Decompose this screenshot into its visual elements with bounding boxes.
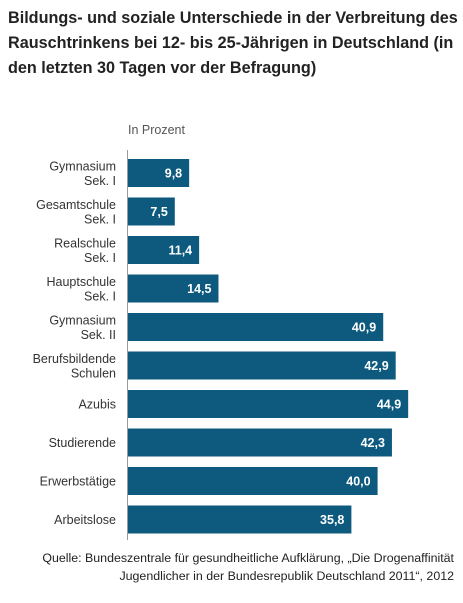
bar-value-label: 35,8	[320, 513, 344, 527]
bar-value-label: 40,9	[352, 321, 376, 335]
category-label: Sek. I	[84, 251, 116, 265]
category-label: Gymnasium	[49, 313, 116, 327]
category-label: Gesamtschule	[36, 198, 116, 212]
bar-value-label: 14,5	[187, 282, 211, 296]
bar	[128, 505, 352, 534]
category-label: Sek. I	[84, 174, 116, 188]
bar	[128, 236, 200, 264]
bar	[128, 428, 392, 457]
bar-value-label: 44,9	[377, 398, 401, 412]
category-label: Erwerbstätige	[40, 475, 116, 489]
category-label: Schulen	[71, 366, 116, 380]
bar	[128, 351, 396, 380]
bar	[128, 390, 409, 418]
bar	[128, 274, 219, 303]
category-label: Berufsbildende	[33, 352, 116, 366]
category-label: Azubis	[78, 398, 116, 412]
unit-label: In Prozent	[128, 123, 185, 137]
bar-value-label: 9,8	[165, 167, 182, 181]
category-label: Gymnasium	[49, 159, 116, 173]
bar-value-label: 42,9	[364, 359, 388, 373]
bar-value-label: 11,4	[168, 244, 192, 258]
category-label: Realschule	[54, 236, 116, 250]
source-note: Quelle: Bundeszentrale für gesundheitlic…	[42, 551, 454, 583]
category-label: Hauptschule	[47, 275, 117, 289]
bar	[128, 313, 384, 341]
category-label: Sek. I	[84, 289, 116, 303]
bar-value-label: 7,5	[150, 205, 167, 219]
category-label: Studierende	[49, 436, 116, 450]
chart-title: Bildungs- und soziale Unterschiede in de…	[8, 9, 458, 77]
category-label: Arbeitslose	[54, 513, 116, 527]
category-label: Sek. I	[84, 212, 116, 226]
category-label: Sek. II	[81, 328, 116, 342]
bar	[128, 197, 175, 226]
bar	[128, 467, 378, 495]
bar-value-label: 42,3	[361, 436, 385, 450]
bar-value-label: 40,0	[346, 475, 370, 489]
bar	[128, 159, 190, 187]
